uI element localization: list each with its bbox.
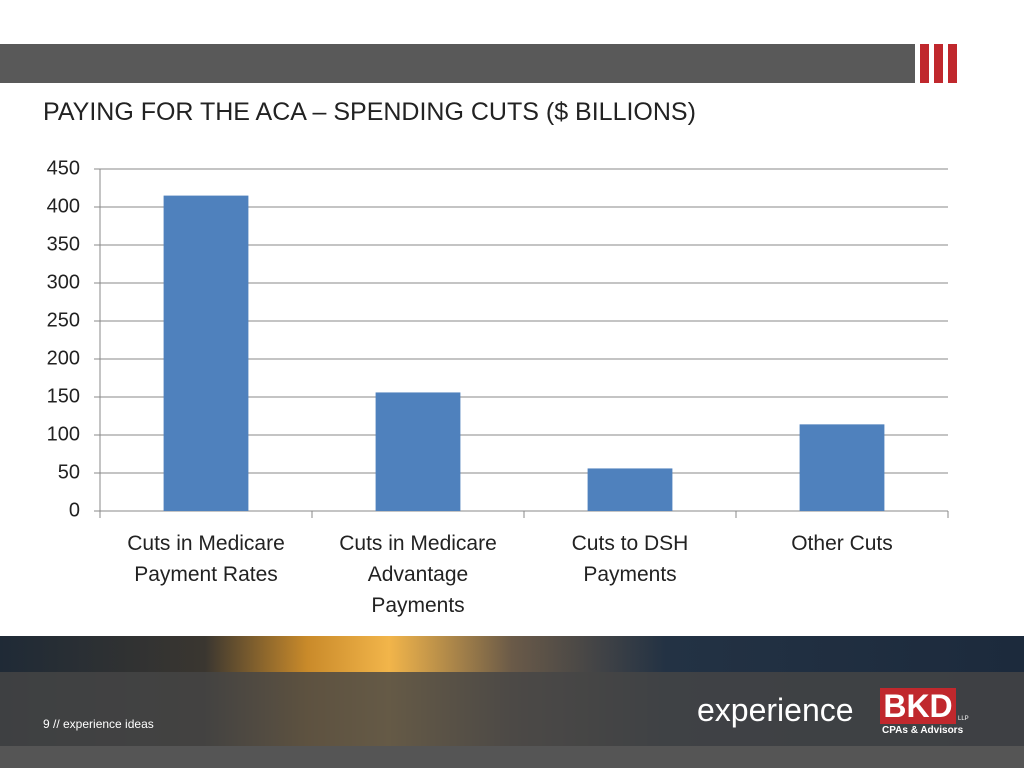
y-tick-label: 400 bbox=[47, 195, 80, 217]
header-mark bbox=[934, 44, 943, 83]
y-tick-label: 100 bbox=[47, 423, 80, 445]
x-tick-label: Cuts in Medicare Advantage Payments bbox=[339, 532, 497, 617]
header-band bbox=[0, 44, 915, 83]
chart-title: PAYING FOR THE ACA – SPENDING CUTS ($ BI… bbox=[43, 98, 696, 126]
logo-tagline: CPAs & Advisors bbox=[882, 725, 964, 736]
x-tick-label: Cuts to DSH Payments bbox=[571, 532, 689, 586]
y-tick-label: 300 bbox=[47, 271, 80, 293]
footer-bottom bbox=[0, 746, 1024, 768]
logo-text: experience bbox=[697, 692, 854, 728]
header-mark bbox=[948, 44, 957, 83]
bar bbox=[375, 392, 461, 511]
chart: 0 50 100 150 200 250 300 350 400 450 bbox=[47, 157, 949, 521]
bar bbox=[799, 424, 885, 511]
y-tick-label: 200 bbox=[47, 347, 80, 369]
logo-suffix: LLP bbox=[958, 716, 969, 722]
y-tick-label: 350 bbox=[47, 233, 80, 255]
y-tick-label: 50 bbox=[58, 461, 80, 483]
bar bbox=[163, 195, 249, 511]
page-number: 9 // experience ideas bbox=[43, 717, 154, 731]
bar bbox=[587, 468, 673, 511]
footer-band bbox=[0, 672, 1024, 746]
y-tick-label: 0 bbox=[69, 499, 80, 521]
y-tick-label: 150 bbox=[47, 385, 80, 407]
logo-brand: BKD bbox=[880, 688, 956, 724]
x-tick-label: Cuts in Medicare Payment Rates bbox=[127, 532, 285, 586]
x-tick-label: Other Cuts bbox=[791, 532, 893, 555]
y-tick-label: 250 bbox=[47, 309, 80, 331]
header-mark bbox=[920, 44, 929, 83]
y-tick-label: 450 bbox=[47, 157, 80, 179]
